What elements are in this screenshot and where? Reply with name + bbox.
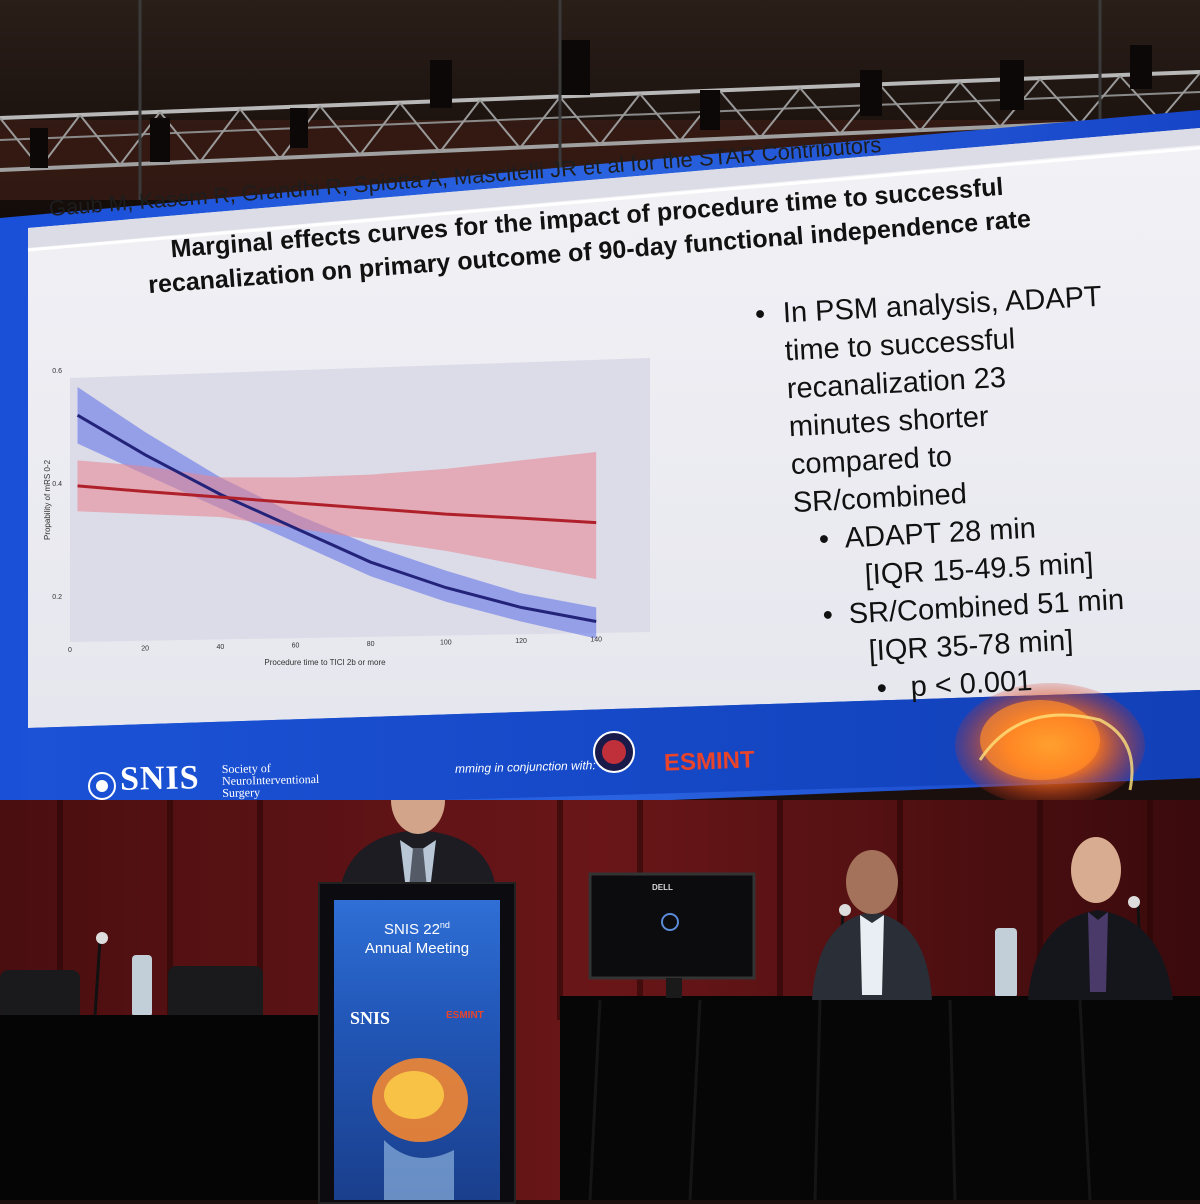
y-axis-label: Propability of mRS 0-2 (43, 459, 52, 540)
podium-esmint-logo: ESMINT (446, 1010, 484, 1021)
x-tick-label: 140 (590, 636, 602, 643)
y-tick-label: 0.2 (52, 594, 62, 601)
x-tick-label: 120 (515, 638, 527, 645)
snis-logo-text: SNIS (119, 759, 200, 798)
sub-bullet-text: ADAPT 28 min (843, 512, 1037, 555)
podium-banner: SNIS 22nd Annual Meeting SNIS ESMINT (334, 900, 500, 1200)
x-tick-label: 80 (367, 641, 375, 648)
series-line-adapt (77, 484, 597, 525)
x-tick-label: 40 (216, 644, 224, 651)
snis-society-name: Society of NeuroInterventional Surgery (222, 761, 320, 801)
monitor-brand: DELL (652, 883, 673, 892)
society-line: Surgery (222, 785, 261, 801)
podium-snis-logo: SNIS (350, 1008, 391, 1028)
x-tick-label: 100 (440, 639, 452, 646)
podium-title: SNIS 22nd Annual Meeting (334, 916, 500, 958)
series-line-srcombined (76, 413, 597, 623)
esmint-part: NT (722, 746, 756, 775)
x-tick-label: 20 (141, 645, 149, 652)
esmint-part: ESM (663, 747, 717, 777)
podium-title-text: SNIS 22 (384, 921, 440, 938)
x-axis-label: Procedure time to TICI 2b or more (264, 658, 386, 667)
y-tick-label: 0.4 (52, 481, 62, 488)
stage-scene (0, 800, 1200, 1200)
podium-title-sup: nd (439, 920, 450, 930)
brain-illustration (372, 1058, 468, 1200)
y-tick-label: 0.6 (52, 368, 62, 375)
chart-canvas: 0.2 0.4 0.6 0 20 40 60 80 100 120 140 Procedure tim… (43, 358, 650, 667)
marginal-effects-chart: 0.2 0.4 0.6 0 20 40 60 80 100 120 140 Procedure tim… (40, 330, 660, 680)
x-tick-label: 60 (292, 642, 300, 649)
p-value: p < 0.001 (909, 664, 1034, 704)
confidence-band-adapt (77, 451, 597, 580)
x-tick-label: 0 (68, 647, 72, 654)
confidence-band-srcombined (77, 386, 597, 639)
podium-title-text: Annual Meeting (364, 940, 470, 957)
esmint-logo: ESMINT (664, 746, 756, 777)
slide-bullets: In PSM analysis, ADAPT time to successfu… (752, 277, 1129, 713)
